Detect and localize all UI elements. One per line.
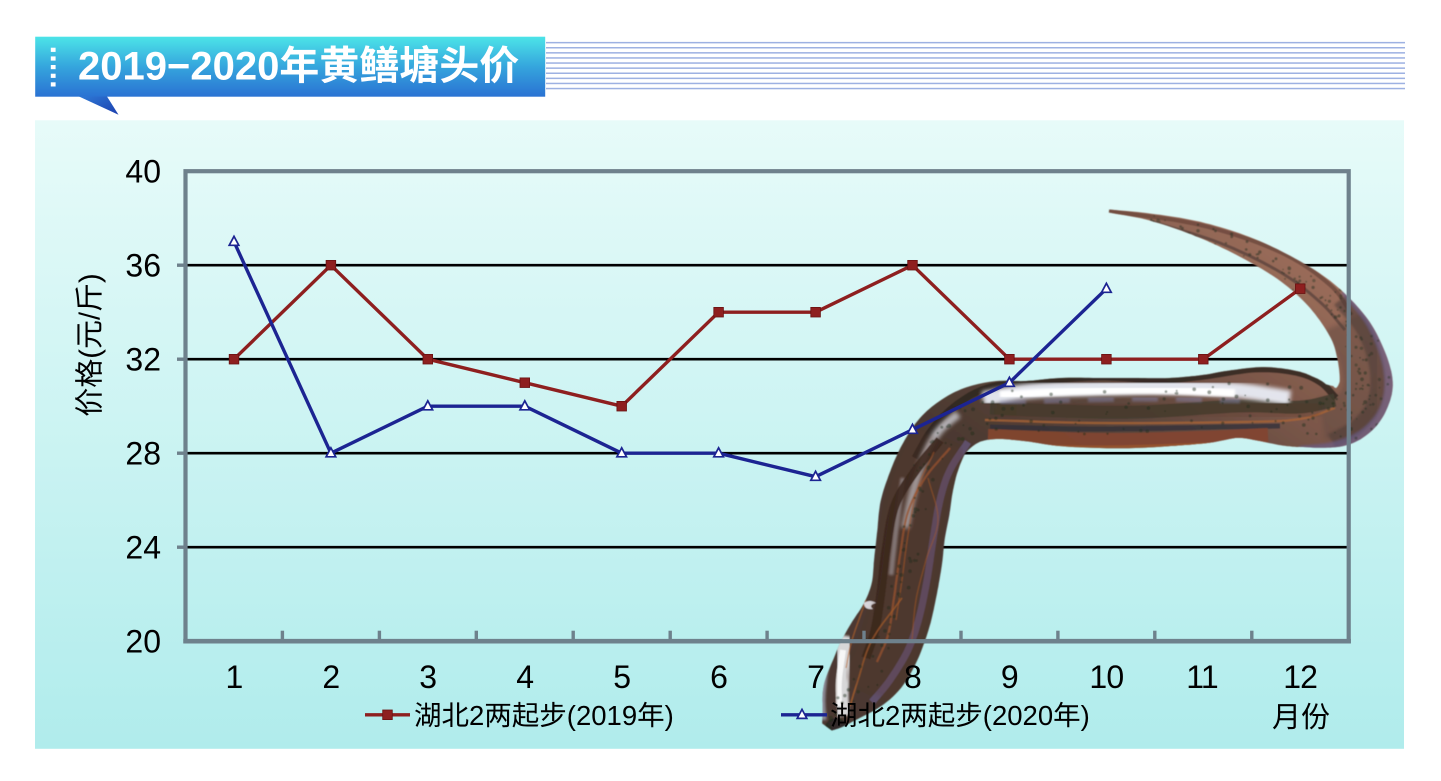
- svg-text:1: 1: [226, 659, 243, 695]
- svg-text:20: 20: [125, 623, 161, 659]
- svg-text:): ): [75, 273, 107, 283]
- svg-text:28: 28: [125, 435, 161, 471]
- svg-text:3: 3: [419, 659, 436, 695]
- svg-text:): ): [665, 700, 674, 731]
- svg-text:10: 10: [1089, 659, 1123, 695]
- svg-text:(2020: (2020: [983, 700, 1053, 731]
- svg-text:36: 36: [125, 247, 161, 283]
- svg-text:(2019: (2019: [567, 700, 637, 731]
- svg-text:5: 5: [613, 659, 630, 695]
- svg-text:4: 4: [516, 659, 533, 695]
- svg-text:(: (: [75, 349, 107, 359]
- svg-text:24: 24: [125, 529, 161, 565]
- svg-text:2: 2: [469, 700, 484, 731]
- svg-text:2019−2020: 2019−2020: [78, 45, 279, 89]
- svg-text:7: 7: [807, 659, 824, 695]
- svg-text:9: 9: [1001, 659, 1018, 695]
- svg-text:32: 32: [125, 341, 161, 377]
- svg-text:/: /: [75, 311, 107, 320]
- svg-text:6: 6: [710, 659, 727, 695]
- svg-text:): ): [1081, 700, 1090, 731]
- svg-text:2: 2: [322, 659, 339, 695]
- svg-text:8: 8: [904, 659, 921, 695]
- svg-text:40: 40: [125, 153, 161, 189]
- svg-text:11: 11: [1186, 659, 1218, 695]
- svg-text:12: 12: [1283, 659, 1317, 695]
- svg-text:2: 2: [885, 700, 900, 731]
